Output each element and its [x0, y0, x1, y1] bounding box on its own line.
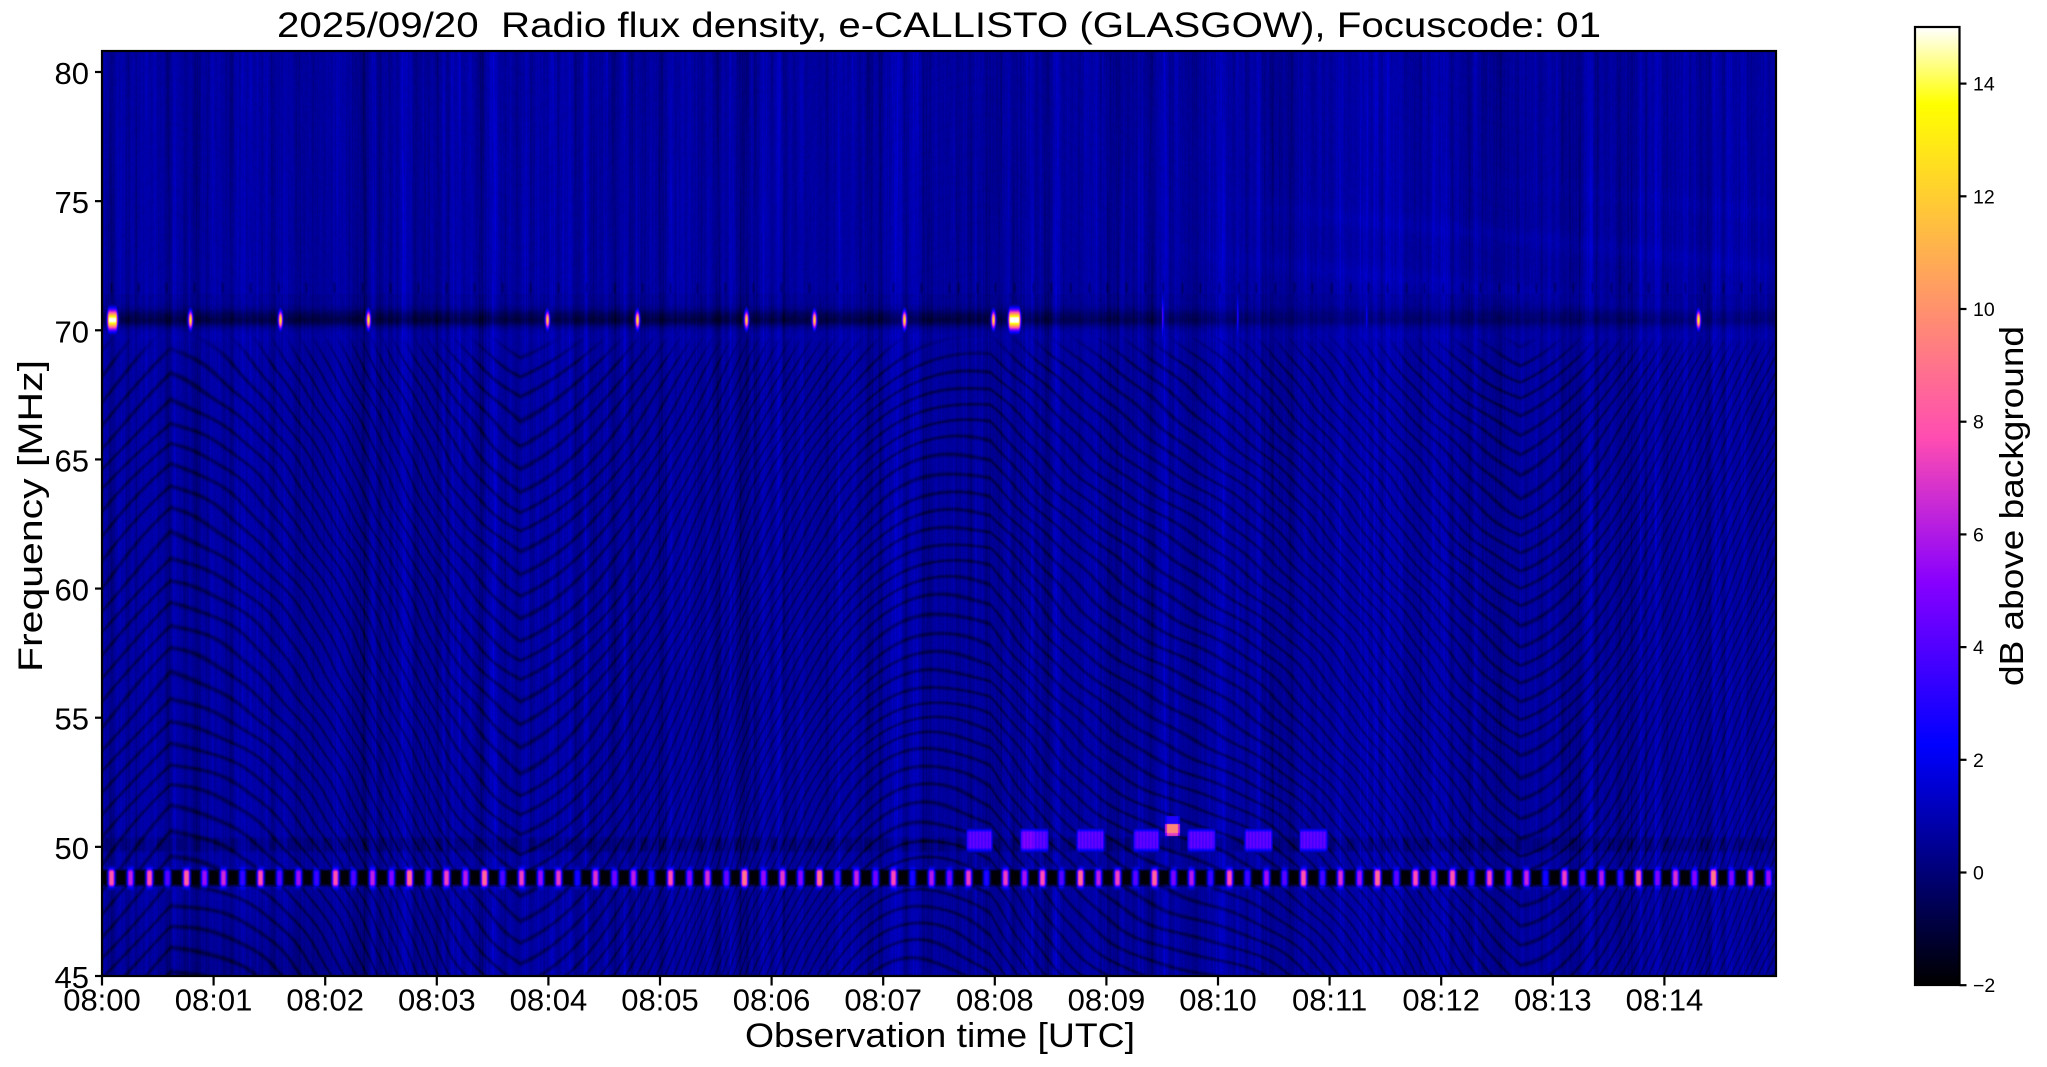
svg-text:8: 8 [1973, 412, 1984, 434]
svg-text:08:01: 08:01 [175, 983, 253, 1018]
svg-text:dB above background: dB above background [1993, 326, 2030, 686]
svg-text:70: 70 [55, 314, 89, 349]
svg-text:80: 80 [55, 56, 89, 91]
svg-text:08:14: 08:14 [1626, 983, 1704, 1018]
svg-text:08:10: 08:10 [1179, 983, 1257, 1018]
svg-text:Frequency [MHz]: Frequency [MHz] [12, 360, 50, 672]
svg-text:6: 6 [1973, 524, 1984, 546]
svg-text:60: 60 [55, 573, 89, 608]
svg-text:0: 0 [1973, 863, 1984, 885]
svg-text:75: 75 [55, 185, 89, 220]
svg-text:45: 45 [55, 960, 89, 995]
svg-text:08:06: 08:06 [733, 983, 811, 1018]
svg-text:2025/09/20 Radio flux density: 2025/09/20 Radio flux density, e-CALLIST… [277, 5, 1601, 45]
svg-text:08:08: 08:08 [956, 983, 1034, 1018]
svg-text:08:03: 08:03 [398, 983, 476, 1018]
svg-text:08:13: 08:13 [1514, 983, 1592, 1018]
svg-text:08:11: 08:11 [1292, 983, 1367, 1018]
svg-text:14: 14 [1973, 74, 1995, 96]
svg-text:2: 2 [1973, 750, 1984, 772]
svg-text:08:07: 08:07 [844, 983, 922, 1018]
svg-text:65: 65 [55, 443, 89, 478]
svg-text:4: 4 [1973, 637, 1984, 659]
svg-text:08:12: 08:12 [1402, 983, 1480, 1018]
svg-text:08:04: 08:04 [510, 983, 588, 1018]
svg-text:50: 50 [55, 831, 89, 866]
svg-text:08:02: 08:02 [286, 983, 364, 1018]
svg-text:08:05: 08:05 [621, 983, 699, 1018]
svg-text:12: 12 [1973, 186, 1995, 208]
svg-text:Observation time [UTC]: Observation time [UTC] [745, 1017, 1135, 1055]
svg-text:08:09: 08:09 [1068, 983, 1146, 1018]
svg-text:10: 10 [1973, 299, 1995, 321]
svg-text:−2: −2 [1973, 975, 1995, 997]
svg-text:08:00: 08:00 [63, 983, 141, 1018]
svg-text:55: 55 [55, 702, 89, 737]
